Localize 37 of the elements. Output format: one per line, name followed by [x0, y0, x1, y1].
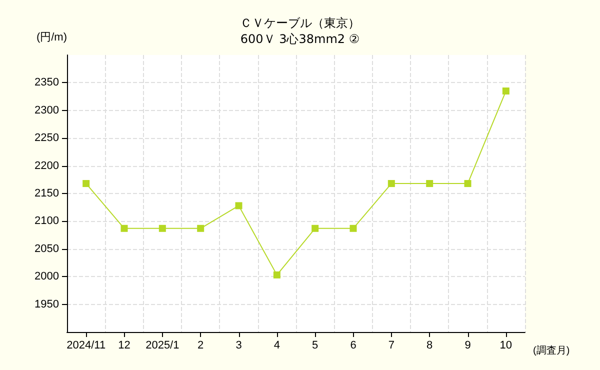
point	[120, 224, 128, 232]
y-tick-label: 2100	[34, 215, 59, 228]
point	[273, 271, 280, 278]
x-tick-label: 4	[274, 340, 280, 352]
point	[197, 224, 204, 232]
y-tick-label: 2300	[34, 104, 59, 116]
chart-title: ＣＶケーブル（東京）	[240, 16, 360, 30]
y-tick-label: 2200	[34, 160, 59, 172]
point	[312, 224, 319, 232]
y-tick-label: 2250	[34, 132, 59, 144]
y-axis-title: (円/m)	[36, 32, 67, 44]
x-tick-label: 7	[388, 340, 394, 352]
y-tick-label: 1950	[34, 298, 59, 310]
x-axis-title: (調査月)	[533, 344, 570, 356]
x-tick-label: 2	[198, 340, 204, 352]
point	[82, 180, 90, 188]
point	[502, 88, 510, 95]
x-tick-label: 12	[118, 340, 130, 352]
chart-subtitle: 600Ｖ 3心38mm2 ②	[240, 32, 360, 46]
point	[464, 180, 472, 188]
x-tick-label: 2025/1	[146, 340, 180, 352]
point	[158, 224, 166, 232]
point	[388, 180, 395, 188]
y-tick-label: 2050	[34, 242, 59, 255]
x-tick-label: 8	[426, 340, 433, 352]
point	[350, 224, 357, 232]
y-tick-label: 2150	[34, 188, 59, 200]
x-tick-label: 3	[236, 340, 242, 352]
x-tick-label: 6	[350, 340, 356, 352]
y-tick-label: 2000	[34, 270, 59, 283]
x-tick-label: 10	[500, 340, 512, 352]
point	[235, 202, 242, 210]
point	[426, 180, 434, 188]
x-tick-label: 2024/11	[66, 340, 106, 352]
x-tick-label: 5	[312, 340, 318, 352]
y-tick-label: 2350	[34, 76, 59, 89]
x-tick-label: 9	[464, 340, 471, 352]
